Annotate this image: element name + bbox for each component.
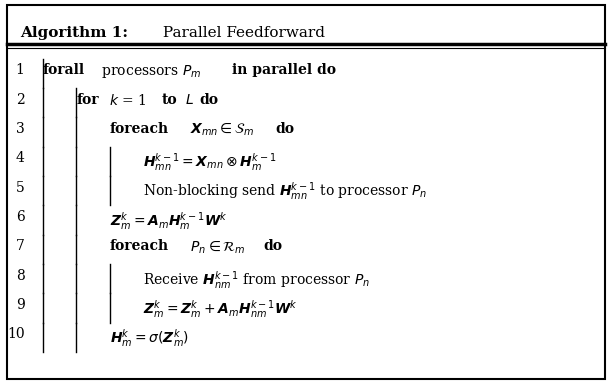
Text: 3: 3: [16, 122, 24, 136]
Text: processors $P_m$: processors $P_m$: [97, 63, 202, 80]
FancyBboxPatch shape: [7, 5, 605, 379]
Text: 5: 5: [16, 180, 24, 195]
Text: 6: 6: [16, 210, 24, 224]
Text: 1: 1: [16, 63, 24, 77]
Text: 8: 8: [16, 269, 24, 283]
Text: $P_n \in \mathcal{R}_m$: $P_n \in \mathcal{R}_m$: [186, 239, 247, 256]
Text: 7: 7: [16, 239, 24, 253]
Text: $\boldsymbol{X}_{mn} \in \mathcal{S}_m$: $\boldsymbol{X}_{mn} \in \mathcal{S}_m$: [186, 122, 255, 138]
Text: do: do: [275, 122, 294, 136]
Text: to: to: [162, 93, 177, 106]
Text: in parallel do: in parallel do: [232, 63, 336, 77]
Text: $k$ = 1: $k$ = 1: [105, 93, 149, 108]
Text: 9: 9: [16, 298, 24, 312]
Text: Algorithm 1:: Algorithm 1:: [20, 26, 128, 40]
Text: foreach: foreach: [110, 122, 169, 136]
Text: $L$: $L$: [181, 93, 196, 106]
Text: $\boldsymbol{H}_m^k = \sigma(\boldsymbol{Z}_m^k)$: $\boldsymbol{H}_m^k = \sigma(\boldsymbol…: [110, 327, 189, 349]
Text: Receive $\boldsymbol{H}_{nm}^{k-1}$ from processor $P_n$: Receive $\boldsymbol{H}_{nm}^{k-1}$ from…: [143, 269, 370, 291]
Text: foreach: foreach: [110, 239, 169, 253]
Text: $\boldsymbol{Z}_m^k = \boldsymbol{A}_m\boldsymbol{H}_m^{k-1}\boldsymbol{W}^k$: $\boldsymbol{Z}_m^k = \boldsymbol{A}_m\b…: [110, 210, 227, 232]
Text: 4: 4: [16, 151, 24, 165]
Text: for: for: [76, 93, 99, 106]
Text: $\boldsymbol{Z}_m^k = \boldsymbol{Z}_m^k + \boldsymbol{A}_m\boldsymbol{H}_{nm}^{: $\boldsymbol{Z}_m^k = \boldsymbol{Z}_m^k…: [143, 298, 298, 320]
Text: 10: 10: [7, 327, 24, 341]
Text: do: do: [200, 93, 218, 106]
Text: Parallel Feedforward: Parallel Feedforward: [159, 26, 326, 40]
Text: Non-blocking send $\boldsymbol{H}_{mn}^{k-1}$ to processor $P_n$: Non-blocking send $\boldsymbol{H}_{mn}^{…: [143, 180, 428, 202]
Text: forall: forall: [43, 63, 85, 77]
Text: 2: 2: [16, 93, 24, 106]
Text: do: do: [264, 239, 283, 253]
Text: $\boldsymbol{H}_{mn}^{k-1} = \boldsymbol{X}_{mn} \otimes \boldsymbol{H}_m^{k-1}$: $\boldsymbol{H}_{mn}^{k-1} = \boldsymbol…: [143, 151, 277, 173]
